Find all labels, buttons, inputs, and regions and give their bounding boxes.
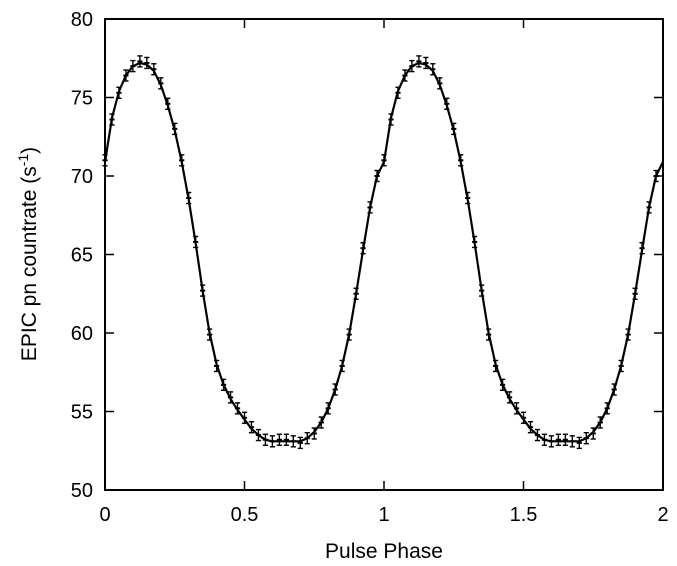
axis-ticks [104, 18, 664, 491]
data-point [416, 55, 422, 68]
axis-tick-labels: 0 0.5 1 1.5 2 50 55 60 65 70 75 80 [71, 9, 669, 526]
y-tick-label: 75 [71, 88, 93, 110]
data-points [102, 55, 659, 450]
x-tick-label: 0 [99, 504, 110, 526]
x-axis-title: Pulse Phase [325, 540, 443, 563]
data-point [297, 436, 303, 450]
data-point [576, 436, 582, 450]
x-tick-label: 0.5 [231, 504, 259, 526]
data-point [423, 56, 429, 70]
data-point [137, 55, 143, 68]
y-tick-label: 70 [71, 166, 93, 188]
data-point [283, 433, 289, 446]
y-tick-label: 65 [71, 245, 93, 267]
y-axis-title: EPIC pn countrate (s-1) [15, 147, 41, 361]
y-tick-label: 80 [71, 9, 93, 31]
y-axis-title-superscript: -1 [15, 154, 31, 167]
data-point [555, 433, 561, 446]
plot-frame [104, 18, 664, 491]
y-axis-title-main: EPIC pn countrate (s [18, 166, 41, 361]
y-tick-label: 55 [71, 402, 93, 424]
y-tick-label: 50 [71, 480, 93, 502]
data-point [276, 433, 282, 446]
x-tick-label: 1 [378, 504, 389, 526]
model-curve [103, 61, 664, 443]
x-tick-label: 2 [657, 504, 668, 526]
data-point [562, 433, 568, 446]
x-tick-label: 1.5 [510, 504, 538, 526]
y-tick-label: 60 [71, 323, 93, 345]
y-axis-title-close: ) [18, 147, 41, 154]
data-point [144, 56, 150, 70]
